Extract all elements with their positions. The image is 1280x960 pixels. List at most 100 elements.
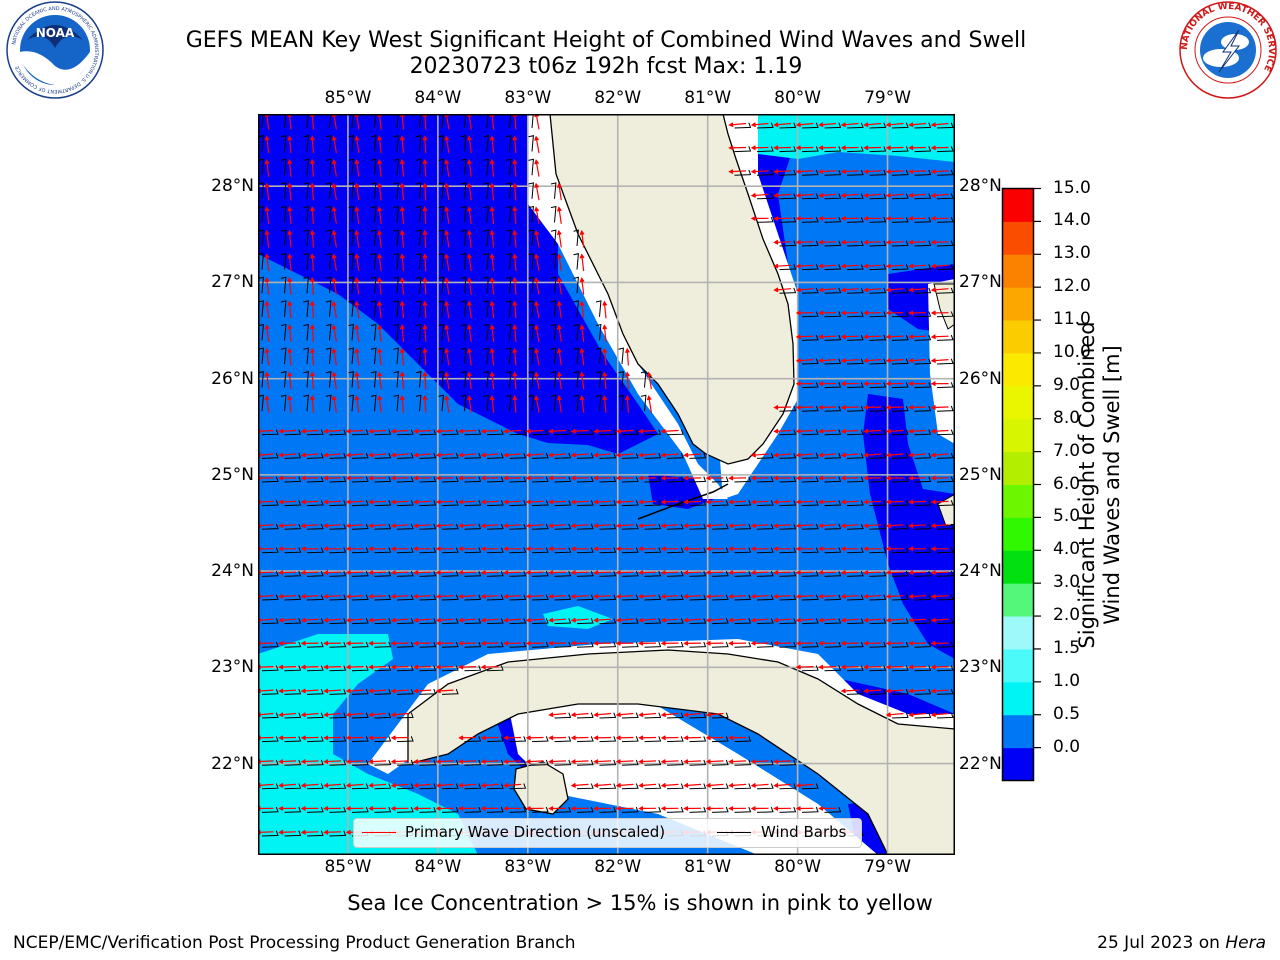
wind-barb: [734, 783, 752, 790]
wave-arrow: [750, 640, 769, 646]
wind-barb: [914, 193, 932, 200]
wind-barb: [486, 806, 504, 813]
wind-barb: [280, 394, 287, 412]
wind-barb: [306, 806, 324, 813]
wind-barb: [415, 253, 422, 270]
wind-barb: [621, 476, 639, 483]
wave-arrow: [300, 593, 319, 599]
colorbar-tick-label: 3.0: [1053, 572, 1081, 593]
wind-barb: [505, 323, 512, 341]
wind-barb: [483, 253, 489, 270]
wave-arrow: [615, 452, 634, 458]
wind-barb: [711, 547, 729, 554]
wind-barb: [348, 182, 354, 199]
wave-arrow: [390, 782, 409, 788]
wave-arrow: [548, 475, 567, 481]
wind-barb: [846, 523, 864, 530]
wave-arrow: [287, 135, 293, 154]
wave-arrow: [489, 253, 495, 272]
wave-arrow: [354, 324, 360, 342]
tick-label: 79°W: [864, 857, 912, 877]
wave-arrow: [525, 452, 544, 458]
wave-band-10-15-northeast: [758, 114, 955, 162]
wave-arrow: [399, 276, 405, 295]
wave-arrow: [323, 829, 342, 835]
wind-barb: [801, 193, 819, 200]
wind-barb: [258, 347, 264, 365]
wind-barb: [393, 300, 399, 317]
wave-arrow: [795, 404, 814, 410]
wave-arrow: [908, 499, 927, 505]
wind-barb: [846, 287, 864, 294]
colorbar-tick-label: 1.0: [1053, 670, 1081, 691]
wave-arrow: [840, 523, 859, 529]
wave-arrow: [638, 712, 657, 718]
wind-barb: [824, 146, 842, 153]
wind-barb: [306, 452, 324, 459]
wind-barb: [824, 405, 842, 412]
tick-label: 24°N: [211, 561, 254, 582]
wind-barb: [621, 429, 639, 436]
wind-barb: [891, 523, 909, 530]
wind-barb: [284, 783, 302, 790]
wave-arrow: [300, 452, 319, 458]
wave-arrow: [728, 593, 747, 599]
wind-barb: [396, 452, 414, 459]
wave-arrow: [368, 593, 387, 599]
wind-barb: [505, 229, 512, 247]
wave-arrow: [413, 593, 432, 599]
wave-arrow: [602, 324, 608, 342]
wave-arrow: [840, 381, 859, 387]
wind-barb: [595, 300, 602, 317]
wave-arrow: [368, 499, 387, 505]
wind-barb: [801, 334, 819, 341]
wave-arrow: [278, 735, 297, 741]
wind-barb: [576, 712, 594, 719]
wind-barb: [370, 182, 377, 199]
wave-arrow: [444, 300, 450, 319]
wind-barb: [258, 394, 264, 412]
wind-barb: [666, 476, 684, 483]
wave-arrow: [818, 570, 837, 576]
wind-barb: [396, 594, 414, 601]
wave-arrow: [570, 546, 589, 552]
wind-barb: [891, 334, 909, 341]
wind-barb: [348, 158, 354, 176]
wave-arrow: [287, 206, 293, 224]
wave-arrow: [885, 640, 904, 646]
wave-arrow: [489, 347, 495, 366]
wind-barb: [711, 712, 729, 719]
wave-arrow: [885, 145, 904, 151]
wave-arrow: [638, 452, 657, 458]
wind-barb: [505, 276, 512, 294]
wave-arrow: [615, 735, 634, 741]
wave-arrow: [579, 371, 585, 390]
wind-barb: [505, 158, 512, 176]
wave-arrow: [795, 452, 814, 458]
colorbar-tick-label: 11.0: [1053, 309, 1091, 330]
wave-arrow: [458, 570, 477, 576]
colorbar-tick-label: 12.0: [1053, 276, 1091, 297]
wave-arrow: [458, 806, 477, 811]
wind-barb: [531, 547, 549, 554]
wave-arrow: [331, 300, 337, 319]
wave-arrow: [435, 640, 454, 646]
wind-barb: [891, 476, 909, 483]
wave-arrow: [795, 782, 814, 788]
wind-barb: [396, 429, 414, 436]
wind-barb: [284, 806, 302, 813]
wave-arrow: [750, 499, 769, 505]
wave-arrow: [728, 169, 747, 175]
wave-arrow: [399, 371, 405, 390]
wave-arrow: [773, 428, 792, 434]
wind-barb: [824, 122, 842, 129]
land-grand-bahama: [933, 283, 955, 330]
wind-barb: [486, 759, 504, 766]
wind-barb: [351, 570, 369, 577]
wave-arrow: [503, 499, 522, 505]
wind-barb: [846, 334, 864, 341]
wave-arrow: [750, 122, 769, 128]
wind-barb: [689, 759, 707, 766]
wave-arrow: [377, 395, 383, 413]
wave-arrow: [750, 192, 769, 198]
